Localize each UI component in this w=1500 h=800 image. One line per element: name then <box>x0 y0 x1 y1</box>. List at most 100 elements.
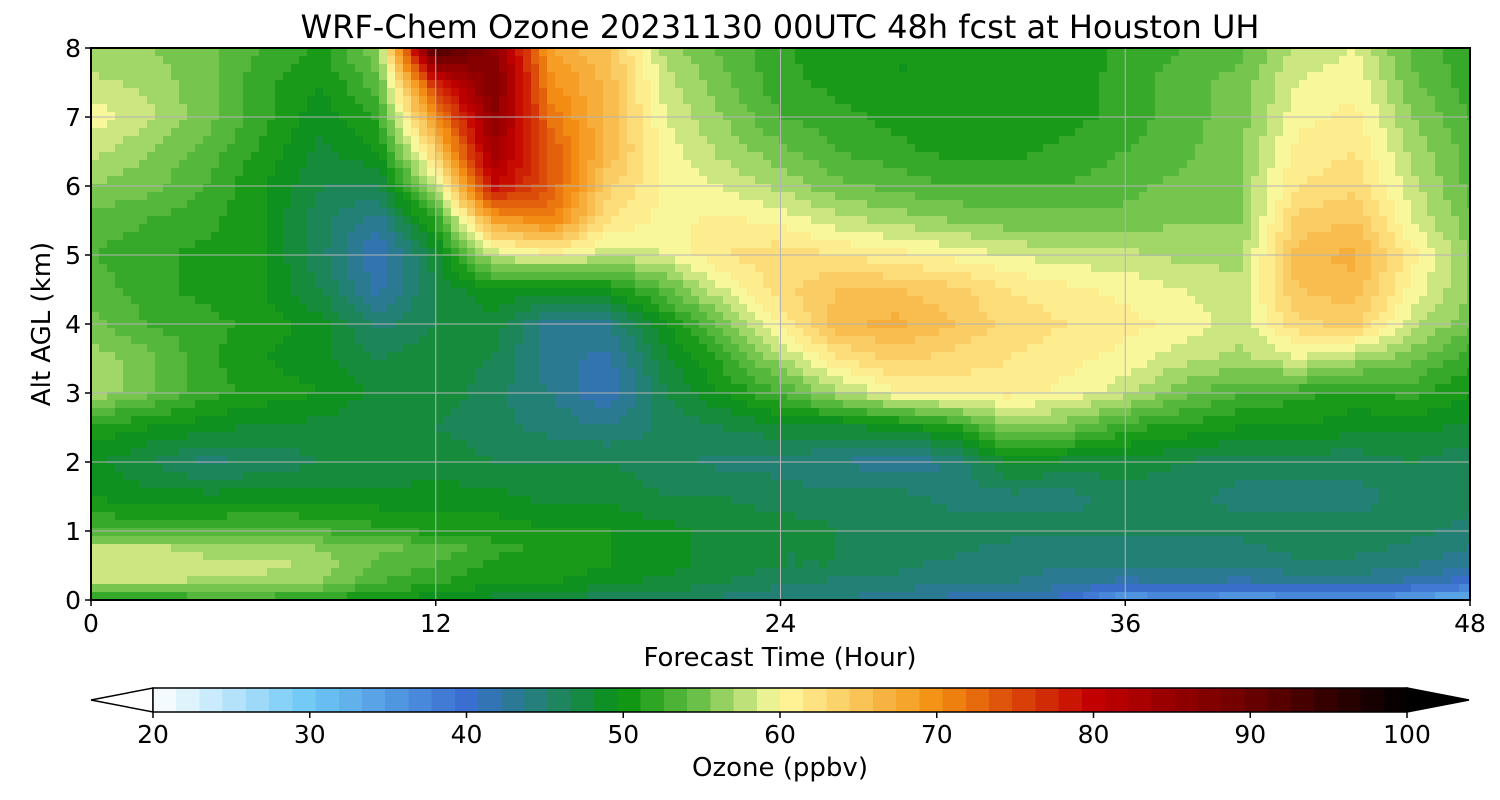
ozone-cell <box>467 232 476 241</box>
ozone-cell <box>587 264 596 273</box>
ozone-cell <box>219 152 228 161</box>
ozone-cell <box>347 152 356 161</box>
ozone-cell <box>1035 264 1044 273</box>
ozone-cell <box>1155 192 1164 201</box>
ozone-cell <box>611 232 620 241</box>
ozone-cell <box>739 224 748 233</box>
ozone-cell <box>915 248 924 257</box>
ozone-cell <box>603 120 612 129</box>
ozone-cell <box>811 256 820 265</box>
ozone-cell <box>1291 112 1300 121</box>
ozone-cell <box>883 248 892 257</box>
ozone-cell <box>1059 144 1068 153</box>
ozone-cell <box>715 264 724 273</box>
ozone-cell <box>611 248 620 257</box>
ozone-cell <box>227 128 236 137</box>
ozone-cell <box>875 208 884 217</box>
ozone-cell <box>771 128 780 137</box>
ozone-cell <box>547 240 556 249</box>
ozone-cell <box>251 88 260 97</box>
ozone-cell <box>1155 160 1164 169</box>
ozone-cell <box>291 104 300 113</box>
ozone-cell <box>219 192 228 201</box>
ozone-cell <box>451 200 460 209</box>
ozone-cell <box>123 72 132 81</box>
ozone-cell <box>1331 96 1340 105</box>
ozone-cell <box>939 168 948 177</box>
ozone-cell <box>939 200 948 209</box>
ozone-cell <box>195 248 204 257</box>
ozone-cell <box>779 256 788 265</box>
ozone-cell <box>91 272 100 281</box>
ozone-cell <box>867 248 876 257</box>
ozone-cell <box>483 56 492 65</box>
ozone-cell <box>1347 240 1356 249</box>
ozone-cell <box>379 200 388 209</box>
ozone-cell <box>195 240 204 249</box>
ozone-cell <box>1243 112 1252 121</box>
ozone-cell <box>1371 160 1380 169</box>
ozone-cell <box>1395 80 1404 89</box>
ozone-cell <box>795 80 804 89</box>
ozone-cell <box>659 56 668 65</box>
ozone-cell <box>1411 184 1420 193</box>
ozone-cell <box>723 152 732 161</box>
ozone-cell <box>307 176 316 185</box>
ozone-cell <box>1051 184 1060 193</box>
ozone-cell <box>467 184 476 193</box>
ozone-cell <box>619 88 628 97</box>
ozone-cell <box>259 216 268 225</box>
ozone-cell <box>859 168 868 177</box>
ozone-cell <box>923 240 932 249</box>
ozone-cell <box>867 160 876 169</box>
ozone-cell <box>107 144 116 153</box>
ozone-cell <box>1235 144 1244 153</box>
ozone-cell <box>107 240 116 249</box>
ozone-cell <box>1059 272 1068 281</box>
ozone-cell <box>979 232 988 241</box>
ozone-cell <box>1035 240 1044 249</box>
ozone-cell <box>1331 264 1340 273</box>
ozone-cell <box>675 184 684 193</box>
ozone-cell <box>651 272 660 281</box>
ozone-cell <box>579 88 588 97</box>
ozone-cell <box>1131 104 1140 113</box>
ozone-cell <box>1067 184 1076 193</box>
ozone-cell <box>795 168 804 177</box>
ozone-cell <box>443 224 452 233</box>
ozone-cell <box>123 136 132 145</box>
ozone-cell <box>811 272 820 281</box>
ozone-cell <box>1051 128 1060 137</box>
ozone-cell <box>187 224 196 233</box>
ozone-cell <box>483 88 492 97</box>
ozone-cell <box>547 176 556 185</box>
ozone-cell <box>1195 48 1204 57</box>
ozone-cell <box>979 192 988 201</box>
ozone-cell <box>1443 160 1452 169</box>
ozone-cell <box>691 240 700 249</box>
ozone-cell <box>955 64 964 73</box>
ozone-cell <box>443 104 452 113</box>
ozone-cell <box>867 48 876 57</box>
ozone-cell <box>507 176 516 185</box>
ozone-cell <box>963 144 972 153</box>
ozone-cell <box>1003 216 1012 225</box>
ozone-cell <box>515 264 524 273</box>
ozone-cell <box>1227 192 1236 201</box>
ozone-cell <box>707 128 716 137</box>
ozone-cell <box>1027 168 1036 177</box>
ozone-cell <box>1347 224 1356 233</box>
ozone-cell <box>1459 176 1468 185</box>
ozone-cell <box>1427 184 1436 193</box>
ozone-cell <box>1379 192 1388 201</box>
ozone-cell <box>739 264 748 273</box>
ozone-cell <box>563 136 572 145</box>
ozone-cell <box>443 272 452 281</box>
ozone-cell <box>1451 48 1460 57</box>
ozone-cell <box>355 264 364 273</box>
ozone-cell <box>403 72 412 81</box>
ozone-cell <box>275 248 284 257</box>
ozone-cell <box>475 120 484 129</box>
ozone-cell <box>1323 136 1332 145</box>
ozone-cell <box>491 168 500 177</box>
